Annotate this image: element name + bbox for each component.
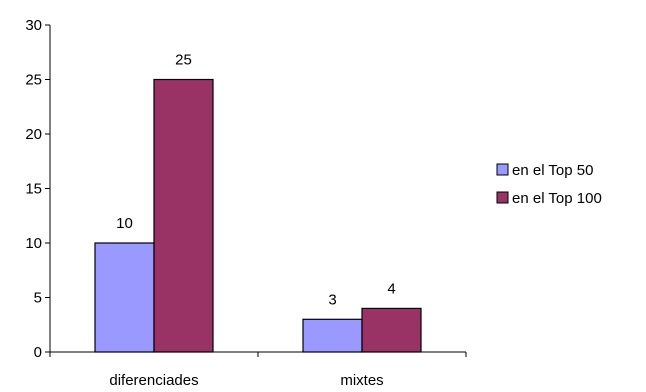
y-tick-label: 10 xyxy=(25,235,42,252)
y-tick-label: 25 xyxy=(25,72,42,89)
data-label: 3 xyxy=(328,291,336,308)
bar xyxy=(153,78,214,353)
legend: en el Top 50 en el Top 100 xyxy=(496,162,602,207)
bar xyxy=(361,307,422,353)
x-axis: diferenciades mixtes xyxy=(49,351,467,389)
bar xyxy=(94,242,155,353)
legend-swatch xyxy=(496,191,509,204)
x-category-label: diferenciades xyxy=(109,372,198,389)
data-label: 25 xyxy=(175,52,192,69)
y-tick-label: 15 xyxy=(25,181,42,198)
y-tick-label: 30 xyxy=(25,17,42,34)
y-tick-label: 5 xyxy=(34,290,42,307)
y-axis: 0 5 10 15 20 25 30 xyxy=(25,17,51,361)
bar xyxy=(302,318,363,353)
legend-label: en el Top 50 xyxy=(512,162,593,179)
data-label: 4 xyxy=(387,280,395,297)
data-label: 10 xyxy=(116,215,133,232)
y-tick-label: 0 xyxy=(34,344,42,361)
data-labels: 10 25 3 4 xyxy=(116,52,396,309)
bars xyxy=(94,78,422,353)
x-category-label: mixtes xyxy=(340,372,383,389)
y-tick-label: 20 xyxy=(25,126,42,143)
legend-swatch xyxy=(496,163,509,176)
legend-label: en el Top 100 xyxy=(512,190,602,207)
